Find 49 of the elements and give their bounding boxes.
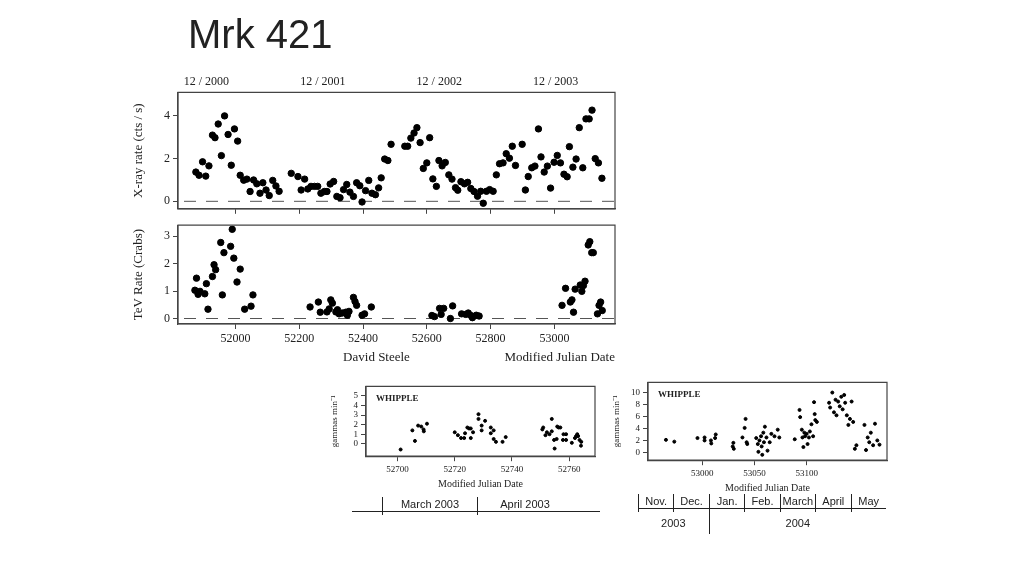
x-tick-label: 52720 [443,463,467,474]
y-tick-label: 6 [635,410,641,421]
x2-tick-label: 12 / 2002 [416,74,462,89]
x-tick-label: 52700 [386,463,410,474]
y-tick-label: 3 [164,228,170,243]
y-tick-label: 2 [635,434,640,445]
x-tick-label: 52600 [411,331,442,346]
y-axis-title: gammas min⁻¹ [328,395,339,448]
y-tick-label: 0 [635,446,641,457]
y-axis-title: TeV Rate (Crabs) [130,228,146,321]
annotation: WHIPPLE [376,393,419,404]
timeline-ruler: March 2003 April 2003 [352,497,600,515]
chart-title: Mrk 421 [188,12,333,57]
y-axis-title: gammas min⁻¹ [610,395,621,448]
y-tick-label: 4 [164,108,170,123]
x-tick-label: 53050 [743,467,767,478]
x-tick-label: 53100 [795,467,819,478]
timeline-ruler: Nov. Dec. Jan. Feb. March April May 2003 2004 [638,494,886,534]
y-tick-label: 4 [635,422,641,433]
y-tick-label: 3 [353,409,359,420]
x-tick-label: 53000 [539,331,570,346]
x2-tick-label: 12 / 2001 [300,74,346,89]
y-tick-label: 2 [164,150,170,165]
x-tick-label: 52740 [500,463,524,474]
x-tick-label: 52200 [284,331,315,346]
y-tick-label: 1 [164,283,170,298]
x-tick-label: 53000 [691,467,715,478]
x-axis-title: Modified Julian Date [504,348,616,364]
y-tick-label: 5 [353,390,359,401]
x-axis-title: Modified Julian Date [438,477,524,489]
x-tick-label: 52000 [220,331,251,346]
x-tick-label: 52800 [475,331,506,346]
y-axis-title: X-ray rate (cts / s) [130,103,146,198]
x-tick-label: 52400 [348,331,379,346]
x2-tick-label: 12 / 2003 [533,74,579,89]
y-tick-label: 1 [353,428,358,439]
y-tick-label: 2 [164,255,170,270]
x2-tick-label: 12 / 2000 [183,74,230,89]
x-axis-title: Modified Julian Date [725,481,811,493]
y-tick-label: 0 [164,193,170,208]
x-tick-label: 52760 [557,463,581,474]
y-tick-label: 0 [164,310,170,325]
y-tick-label: 2 [353,419,358,430]
y-tick-label: 10 [631,386,641,397]
y-tick-label: 8 [635,398,641,409]
annotation: WHIPPLE [658,389,701,400]
text: David Steele [343,348,411,364]
y-tick-label: 4 [353,399,359,410]
y-tick-label: 0 [353,438,359,449]
